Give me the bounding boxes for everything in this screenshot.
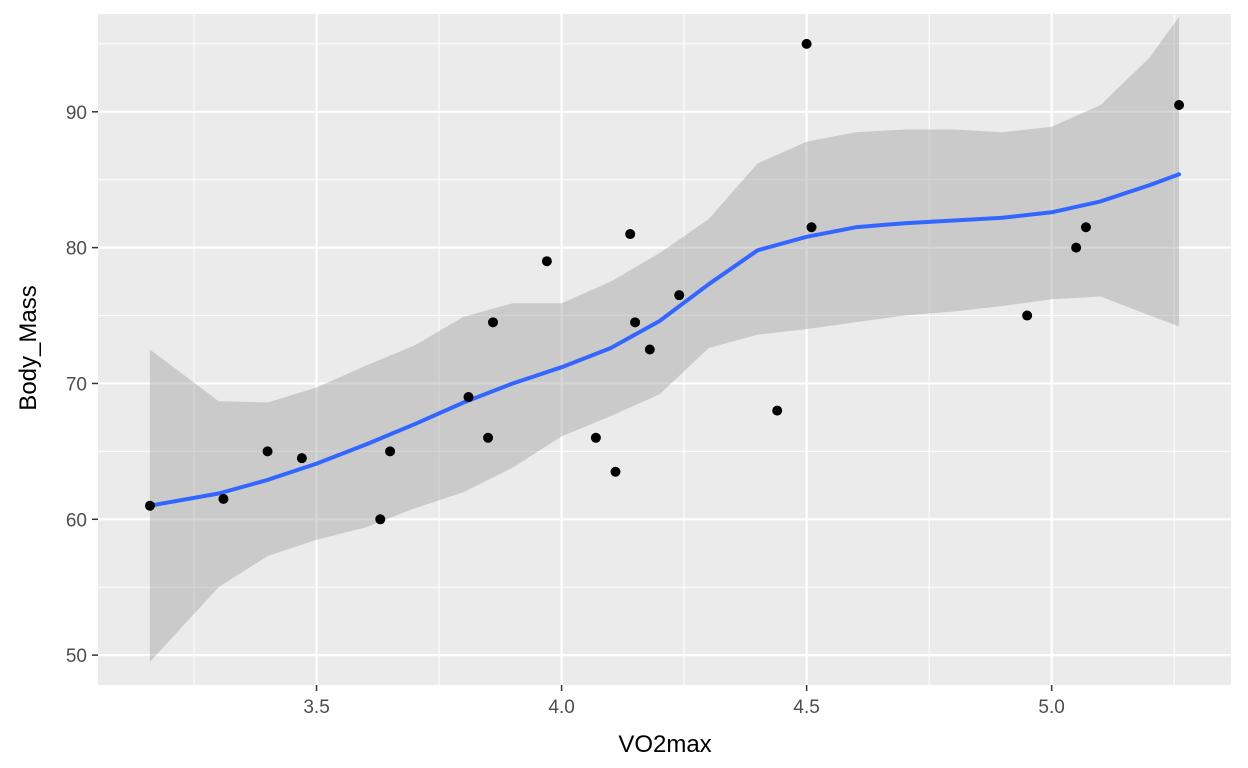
y-tick-label: 90 (66, 103, 87, 124)
x-tick-label: 4.5 (793, 697, 819, 718)
x-tick-label: 5.0 (1038, 697, 1064, 718)
data-point (644, 344, 655, 355)
data-point (590, 432, 601, 443)
data-point (463, 392, 474, 403)
x-axis-title: VO2max (618, 731, 711, 758)
data-points (144, 38, 1185, 525)
y-tick-label: 50 (66, 646, 87, 667)
data-point (262, 446, 273, 457)
data-point (625, 229, 636, 240)
data-point (1080, 222, 1091, 233)
data-point (218, 493, 229, 504)
confidence-band (149, 16, 1180, 662)
data-point (1071, 242, 1082, 253)
data-point (385, 446, 396, 457)
major-gridlines (98, 14, 1231, 685)
data-point (487, 317, 498, 328)
data-point (375, 514, 386, 525)
y-axis-title: Body_Mass (15, 285, 42, 410)
minor-gridlines (98, 14, 1231, 685)
data-point (144, 500, 155, 511)
data-point (674, 290, 685, 301)
data-point (772, 405, 783, 416)
data-point (1022, 310, 1033, 321)
x-tick-label: 3.5 (303, 697, 329, 718)
data-point (483, 432, 494, 443)
data-point (806, 222, 817, 233)
x-axis-ticks: 3.5 4.0 4.5 5.0 (303, 685, 1065, 718)
x-tick-label: 4.0 (548, 697, 574, 718)
y-tick-label: 70 (66, 374, 87, 395)
data-point (610, 466, 621, 477)
y-tick-label: 80 (66, 239, 87, 260)
data-point (801, 38, 812, 49)
y-tick-label: 60 (66, 510, 87, 531)
y-axis-ticks: 50 60 70 80 90 (66, 103, 98, 667)
smooth-line (147, 172, 1182, 508)
data-point (296, 453, 307, 464)
data-point (541, 256, 552, 267)
data-point (630, 317, 641, 328)
data-point (1174, 100, 1185, 111)
plot-panel (98, 14, 1231, 685)
